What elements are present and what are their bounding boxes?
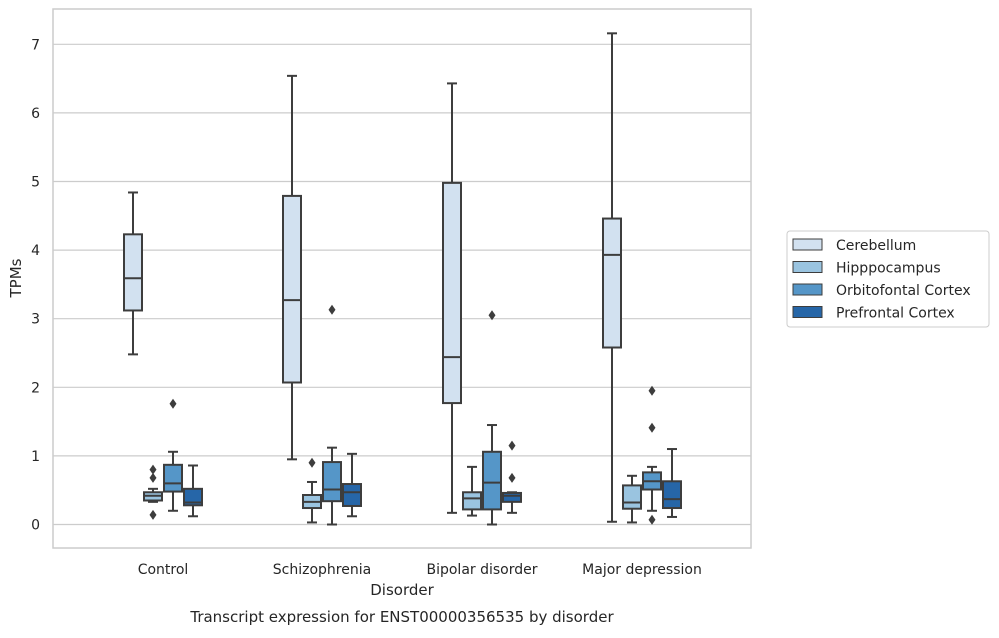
box bbox=[123, 191, 143, 356]
box-iqr bbox=[502, 491, 522, 503]
box-iqr bbox=[602, 217, 622, 349]
x-tick-labels: Control Schizophrenia Bipolar disorder Majo… bbox=[138, 562, 702, 578]
outlier-point bbox=[328, 304, 336, 315]
y-tick-labels: 0 1 2 3 4 5 6 7 bbox=[31, 37, 40, 533]
box bbox=[342, 452, 362, 518]
box bbox=[302, 457, 322, 524]
box-iqr bbox=[442, 181, 462, 405]
gridlines bbox=[53, 43, 751, 526]
box-iqr bbox=[123, 233, 143, 312]
box bbox=[143, 464, 163, 520]
box-iqr bbox=[282, 194, 302, 384]
y-tick-label: 3 bbox=[31, 312, 40, 328]
x-axis-title: Disorder bbox=[370, 581, 434, 599]
y-tick-label: 6 bbox=[31, 106, 40, 122]
x-tick-label: Control bbox=[138, 562, 189, 578]
series-cerebellum bbox=[123, 32, 622, 523]
box-iqr bbox=[662, 480, 682, 510]
outlier-point bbox=[648, 385, 656, 396]
legend-swatch bbox=[792, 306, 823, 318]
series-hipppocampus bbox=[143, 457, 642, 524]
box bbox=[282, 74, 302, 461]
outlier-point bbox=[488, 310, 496, 321]
series-orbitofontal-cortex bbox=[163, 304, 662, 526]
box-iqr bbox=[322, 461, 342, 503]
box bbox=[163, 398, 183, 512]
legend-swatch bbox=[792, 283, 823, 296]
box bbox=[183, 464, 203, 518]
y-tick-label: 4 bbox=[31, 243, 40, 259]
outlier-point bbox=[149, 472, 157, 483]
box bbox=[322, 304, 342, 526]
box-iqr bbox=[462, 491, 482, 511]
legend-label: Orbitofontal Cortex bbox=[836, 283, 971, 299]
y-tick-label: 0 bbox=[31, 518, 40, 534]
series-prefrontal-cortex bbox=[183, 440, 682, 518]
legend-label: Hipppocampus bbox=[836, 261, 941, 277]
legend-frame bbox=[786, 230, 990, 328]
box bbox=[462, 465, 482, 517]
chart-caption: Transcript expression for ENST0000035653… bbox=[189, 608, 614, 626]
legend: Cerebellum Hipppocampus Orbitofontal Corte… bbox=[786, 230, 990, 328]
x-tick-label: Schizophrenia bbox=[273, 562, 371, 578]
y-axis-title: TPMs bbox=[7, 258, 25, 298]
outlier-point bbox=[648, 514, 656, 525]
outlier-point bbox=[308, 457, 316, 468]
box bbox=[482, 310, 502, 526]
y-tick-label: 7 bbox=[31, 37, 40, 53]
box bbox=[622, 474, 642, 524]
box bbox=[502, 440, 522, 514]
x-tick-label: Major depression bbox=[582, 562, 702, 578]
outlier-point bbox=[169, 398, 177, 409]
y-tick-label: 1 bbox=[31, 449, 40, 465]
box-iqr bbox=[183, 487, 203, 507]
outlier-point bbox=[508, 472, 516, 483]
outlier-point bbox=[648, 422, 656, 433]
box bbox=[642, 385, 662, 525]
legend-swatch bbox=[792, 261, 823, 273]
box bbox=[602, 32, 622, 523]
box-iqr bbox=[163, 463, 183, 493]
outlier-point bbox=[508, 440, 516, 451]
box-series-layer bbox=[123, 32, 682, 526]
box bbox=[662, 448, 682, 518]
box bbox=[442, 82, 462, 514]
box-iqr bbox=[482, 450, 502, 511]
outlier-point bbox=[149, 509, 157, 520]
plot-frame bbox=[52, 8, 752, 549]
box-iqr bbox=[622, 484, 642, 510]
legend-swatch bbox=[792, 238, 823, 251]
outlier-point bbox=[149, 464, 157, 475]
y-tick-label: 5 bbox=[31, 175, 40, 191]
legend-label: Cerebellum bbox=[836, 238, 916, 254]
box-iqr bbox=[342, 483, 362, 507]
y-tick-label: 2 bbox=[31, 380, 40, 396]
x-tick-label: Bipolar disorder bbox=[426, 562, 537, 578]
legend-label: Prefrontal Cortex bbox=[836, 306, 955, 322]
